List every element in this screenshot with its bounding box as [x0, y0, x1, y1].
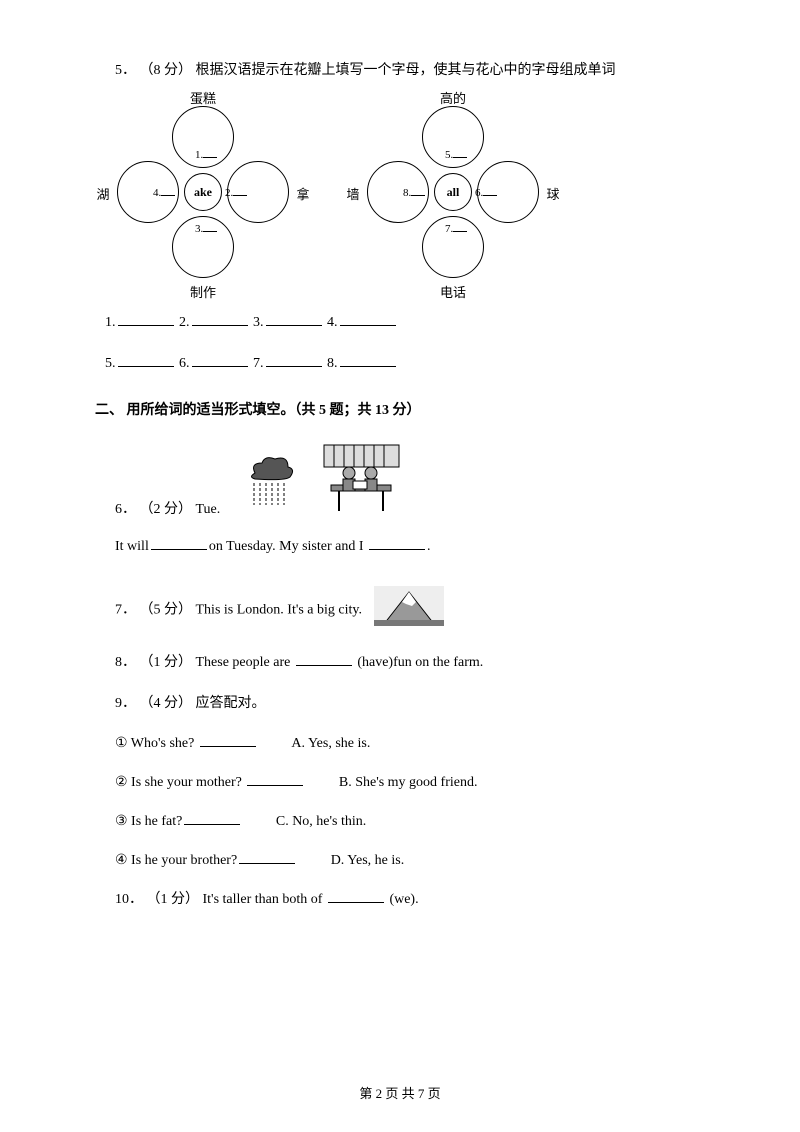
- blank-q9-1[interactable]: [200, 733, 256, 747]
- flower2-center: all: [434, 173, 472, 211]
- blank-q9-4[interactable]: [239, 850, 295, 864]
- q5-prompt: 5． （8 分） 根据汉语提示在花瓣上填写一个字母，使其与花心中的字母组成单词: [95, 60, 705, 82]
- flower2-num-left: 8.: [403, 186, 425, 199]
- flower-1: ake 蛋糕 拿 制作 湖 1. 2. 3. 4.: [113, 102, 293, 282]
- flower1-label-bottom: 制作: [183, 282, 223, 301]
- blank-q8[interactable]: [296, 652, 352, 666]
- q5-number: 5．: [115, 63, 136, 78]
- q8-number: 8．: [115, 655, 136, 670]
- answer-blanks-line-2: 5. 6. 7. 8.: [95, 353, 705, 375]
- blank-q6-2[interactable]: [369, 536, 425, 550]
- q9-number: 9．: [115, 696, 136, 711]
- q8-points: （1 分）: [140, 655, 193, 670]
- q9-text: 应答配对。: [196, 696, 266, 711]
- q9-row-1: ① Who's she? A. Yes, she is.: [95, 733, 705, 752]
- blank-q6-1[interactable]: [151, 536, 207, 550]
- flower-diagrams: ake 蛋糕 拿 制作 湖 1. 2. 3. 4. all 高的 球 电话 墙 …: [113, 102, 705, 282]
- q7-text: This is London. It's a big city.: [196, 602, 363, 617]
- q5-text: 根据汉语提示在花瓣上填写一个字母，使其与花心中的字母组成单词: [196, 63, 616, 78]
- section-2-heading: 二、 用所给词的适当形式填空。（共 5 题；共 13 分）: [95, 399, 705, 419]
- q10-text-a: It's taller than both of: [203, 892, 326, 907]
- blank-6[interactable]: [192, 353, 248, 367]
- q7-points: （5 分）: [140, 602, 193, 617]
- q10-number: 10．: [115, 892, 143, 907]
- q8-text-b: (have)fun on the farm.: [354, 655, 483, 670]
- blank-4[interactable]: [340, 312, 396, 326]
- mountain-icon: [374, 586, 444, 634]
- q6: 6． （2 分） Tue.: [95, 443, 705, 521]
- blank-7[interactable]: [266, 353, 322, 367]
- q9-points: （4 分）: [140, 696, 193, 711]
- q8-text-a: These people are: [196, 655, 294, 670]
- blank-1[interactable]: [118, 312, 174, 326]
- q5-points: （8 分）: [140, 63, 193, 78]
- blank-3[interactable]: [266, 312, 322, 326]
- flower2-label-top: 高的: [433, 88, 473, 107]
- blank-q9-2[interactable]: [247, 772, 303, 786]
- q6-text: Tue.: [196, 502, 221, 517]
- flower2-label-bottom: 电话: [433, 282, 473, 301]
- flower1-num-left: 4.: [153, 186, 175, 199]
- flower2-num-bottom: 7.: [445, 222, 467, 235]
- q6-number: 6．: [115, 502, 136, 517]
- q7: 7． （5 分） This is London. It's a big city…: [95, 586, 705, 634]
- answer-blanks-line-1: 1. 2. 3. 4.: [95, 312, 705, 334]
- flower1-label-top: 蛋糕: [183, 88, 223, 107]
- q6-points: （2 分）: [140, 502, 193, 517]
- rain-cloud-icon: [240, 453, 300, 521]
- flower2-label-right: 球: [533, 184, 573, 203]
- blank-8[interactable]: [340, 353, 396, 367]
- blank-q9-3[interactable]: [184, 811, 240, 825]
- flower1-label-right: 拿: [283, 184, 323, 203]
- q9-row-3: ③ Is he fat? C. No, he's thin.: [95, 811, 705, 830]
- reading-people-icon: [319, 443, 404, 521]
- q10: 10． （1 分） It's taller than both of (we).: [95, 889, 705, 911]
- q9: 9． （4 分） 应答配对。: [95, 693, 705, 715]
- flower1-center: ake: [184, 173, 222, 211]
- blank-5[interactable]: [118, 353, 174, 367]
- flower-2: all 高的 球 电话 墙 5. 6. 7. 8.: [363, 102, 543, 282]
- q10-points: （1 分）: [147, 892, 200, 907]
- page-footer: 第 2 页 共 7 页: [0, 1083, 800, 1102]
- blank-q10[interactable]: [328, 889, 384, 903]
- q10-text-b: (we).: [386, 892, 419, 907]
- flower2-num-right: 6.: [475, 186, 497, 199]
- blank-2[interactable]: [192, 312, 248, 326]
- flower1-num-top: 1.: [195, 148, 217, 161]
- q6-sentence: It willon Tuesday. My sister and I .: [95, 536, 705, 558]
- flower1-num-right: 2.: [225, 186, 247, 199]
- flower2-label-left: 墙: [333, 184, 373, 203]
- q8: 8． （1 分） These people are (have)fun on t…: [95, 652, 705, 674]
- flower1-label-left: 湖: [83, 184, 123, 203]
- flower1-num-bottom: 3.: [195, 222, 217, 235]
- q7-number: 7．: [115, 602, 136, 617]
- q9-row-2: ② Is she your mother? B. She's my good f…: [95, 772, 705, 791]
- flower2-num-top: 5.: [445, 148, 467, 161]
- q9-row-4: ④ Is he your brother? D. Yes, he is.: [95, 850, 705, 869]
